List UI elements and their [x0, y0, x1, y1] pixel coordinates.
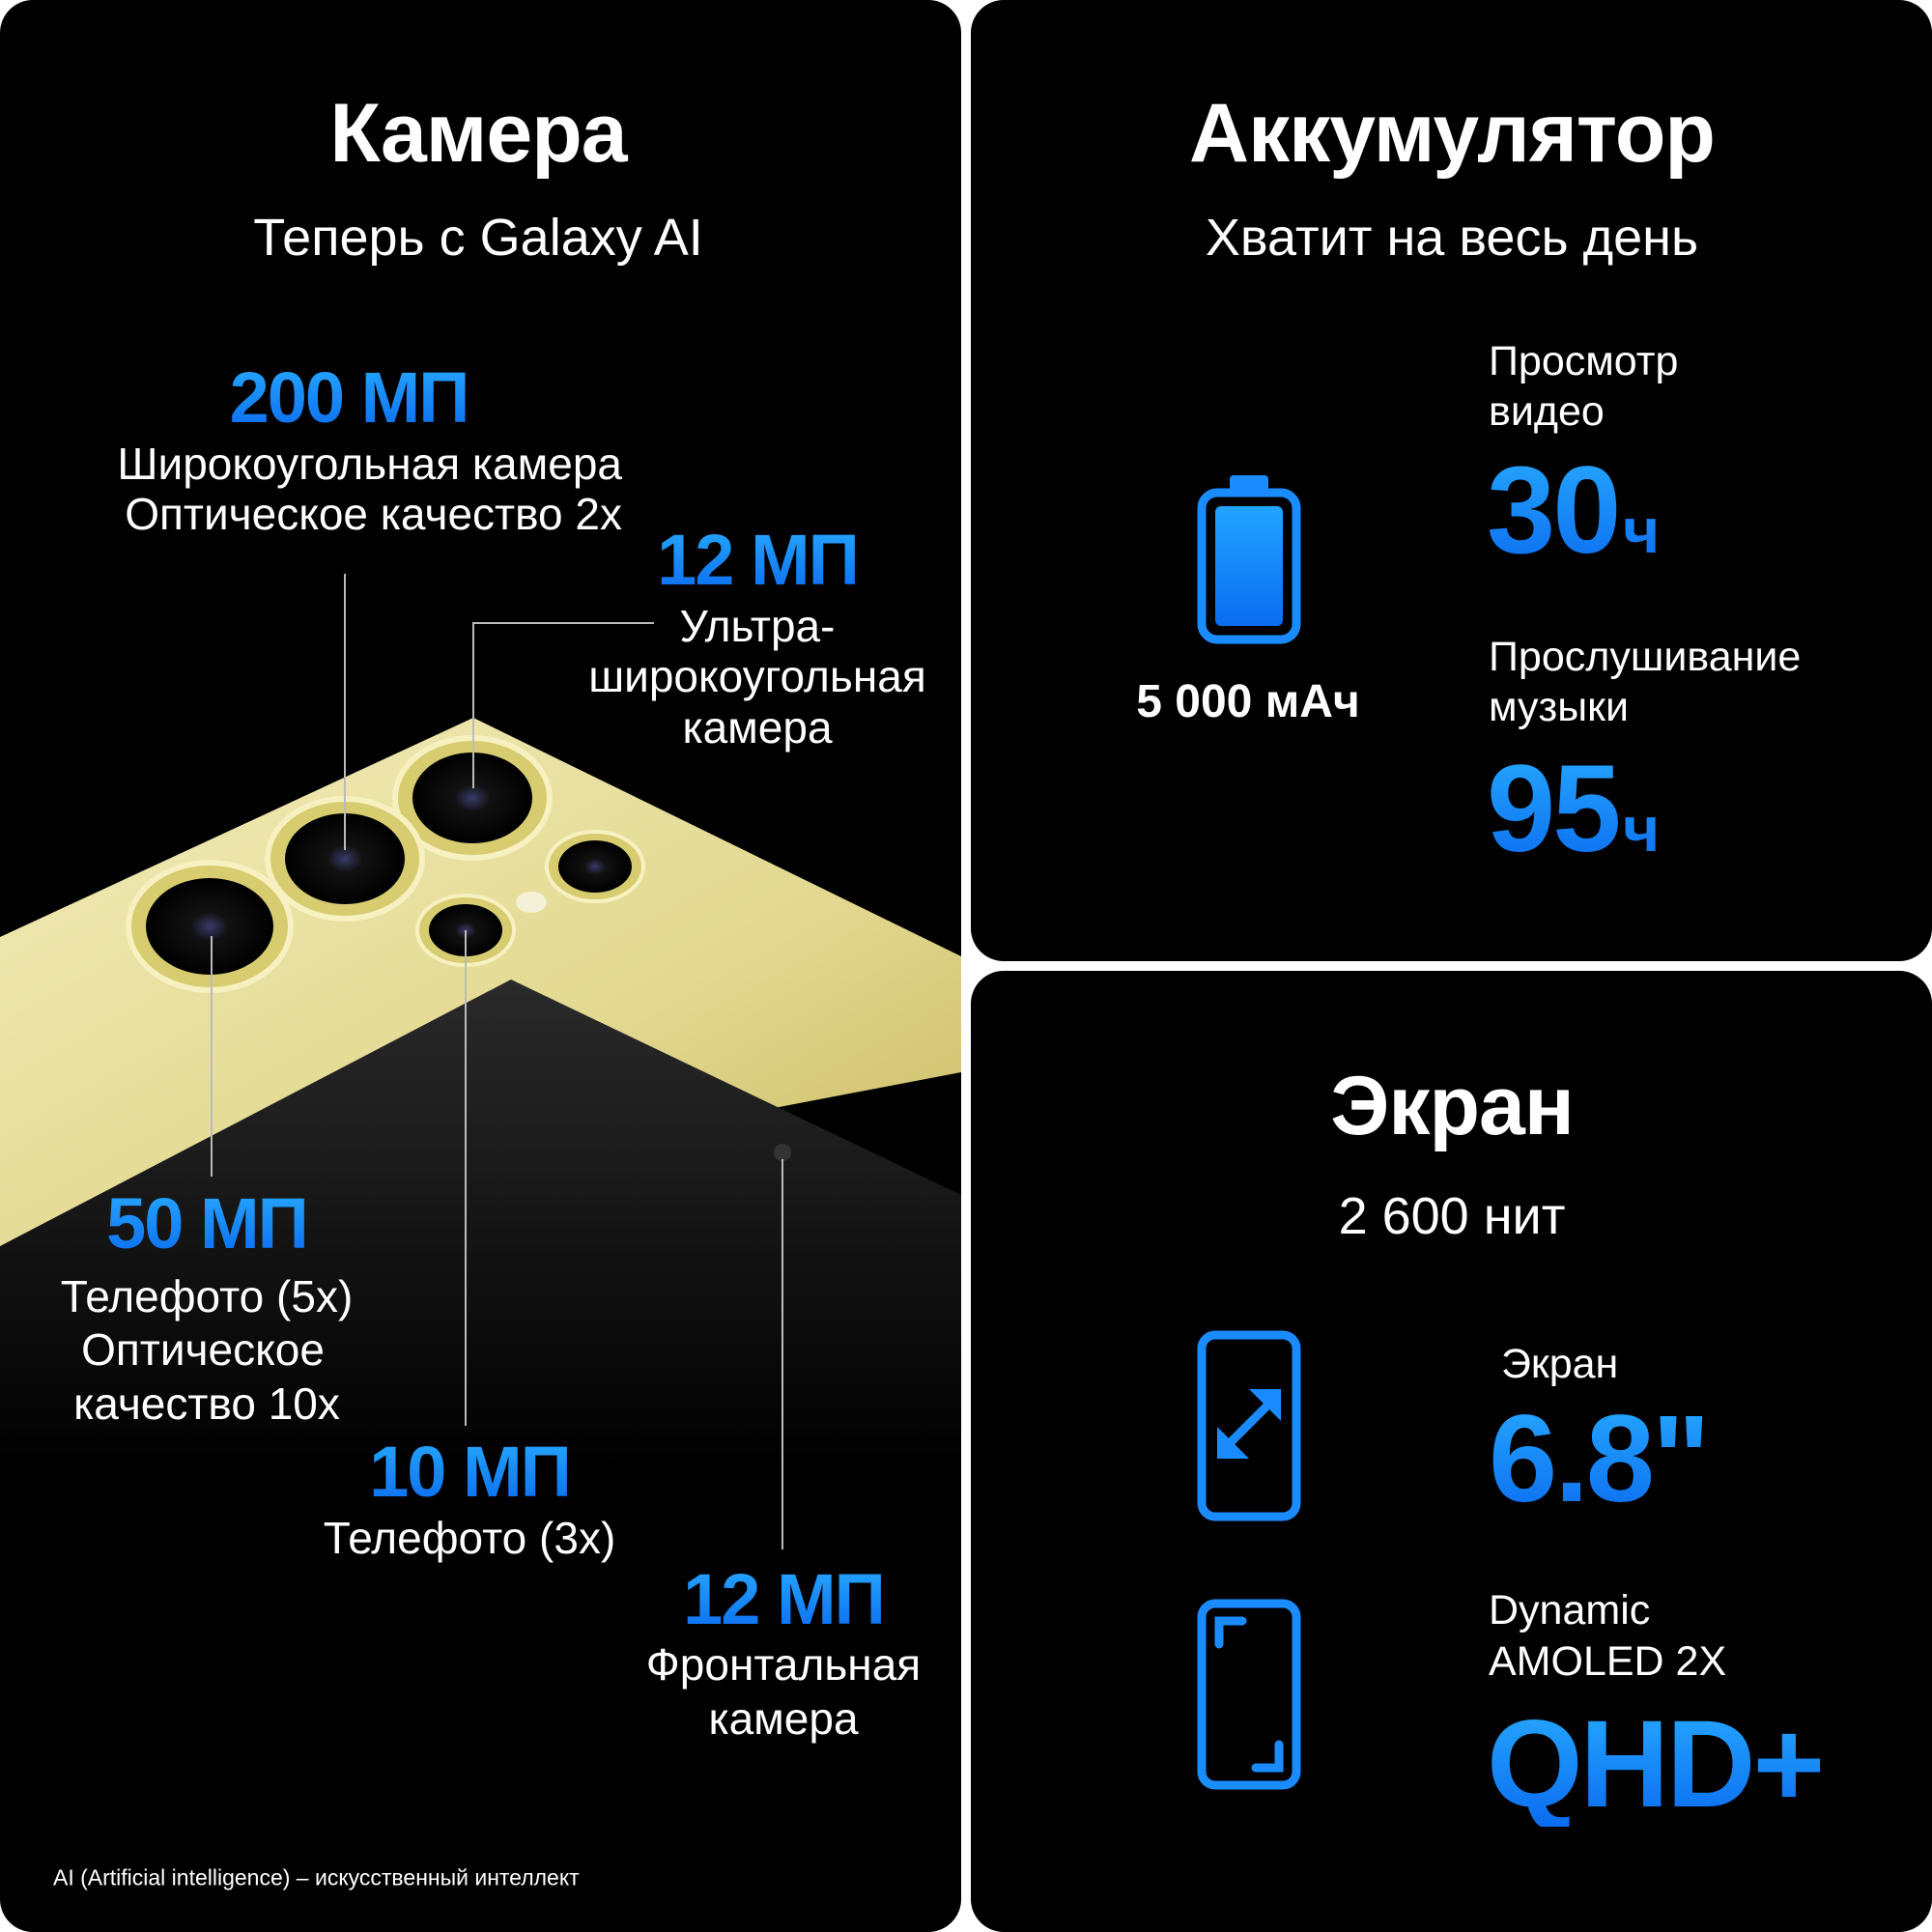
panel-type-label-2: AMOLED 2X — [1489, 1638, 1727, 1686]
tele5-desc-2: Оптическое — [81, 1323, 325, 1375]
battery-capacity: 5 000 мАч — [1136, 676, 1360, 727]
music-hours: 95 ч — [1487, 748, 1660, 871]
video-label-2: видео — [1489, 388, 1605, 436]
phone-image — [0, 718, 961, 1468]
battery-subtitle: Хватит на весь день — [1205, 209, 1699, 267]
panel-type-label-1: Dynamic — [1489, 1587, 1651, 1634]
main-camera-mp: 200 МП — [229, 357, 470, 438]
ultrawide-mp: 12 МП — [657, 520, 860, 600]
main-camera-desc-1: Широкоугольная камера — [117, 438, 622, 489]
display-title: Экран — [1330, 1060, 1575, 1152]
ultrawide-desc-3: камера — [682, 701, 833, 753]
phone-fullscreen-icon — [1197, 1599, 1301, 1790]
front-mp: 12 МП — [683, 1559, 886, 1639]
resolution-value: QHD+ — [1487, 1695, 1825, 1833]
tele3-desc-1: Телефото (3x) — [323, 1512, 616, 1563]
front-desc-1: Фронтальная — [645, 1638, 922, 1690]
camera-subtitle: Теперь с Galaxy AI — [253, 209, 703, 267]
pointer-line — [465, 930, 467, 1426]
battery-title: Аккумулятор — [1189, 87, 1716, 180]
tele5-desc-1: Телефото (5x) — [60, 1270, 354, 1321]
battery-panel: Аккумулятор Хватит на весь день 5 000 мА… — [971, 0, 1932, 961]
camera-title: Камера — [329, 87, 627, 180]
screen-size-label: Экран — [1501, 1341, 1619, 1388]
video-hours: 30 ч — [1487, 449, 1660, 573]
ultrawide-desc-2: широкоугольная — [588, 650, 926, 701]
video-value: 30 — [1487, 441, 1619, 580]
music-label-1: Прослушивание — [1489, 634, 1802, 681]
music-label-2: музыки — [1489, 684, 1629, 731]
pointer-line — [472, 622, 654, 624]
display-panel: Экран 2 600 нит Экран 6.8" Dynamic AMOLE… — [971, 971, 1932, 1932]
music-value: 95 — [1487, 740, 1619, 878]
phone-resize-icon — [1197, 1330, 1301, 1521]
tele5-desc-3: качество 10x — [73, 1378, 340, 1429]
pointer-line — [781, 1159, 783, 1549]
screen-size-value: 6.8" — [1489, 1390, 1711, 1528]
pointer-line — [472, 622, 474, 788]
display-subtitle: 2 600 нит — [1338, 1187, 1566, 1245]
tele3-mp: 10 МП — [369, 1432, 572, 1512]
phone-screen — [0, 980, 961, 1468]
video-unit: ч — [1622, 495, 1661, 566]
footnote: AI (Artificial intelligence) – искусстве… — [53, 1864, 580, 1890]
battery-icon — [1197, 475, 1301, 644]
music-unit: ч — [1622, 793, 1661, 865]
pointer-line — [211, 936, 213, 1177]
ultrawide-desc-1: Ультра- — [679, 600, 836, 651]
camera-panel: Камера Теперь с Galaxy AI 200 МП Широкоу… — [0, 0, 961, 1932]
tele5-mp: 50 МП — [106, 1183, 309, 1264]
main-camera-desc-2: Оптическое качество 2x — [125, 488, 622, 539]
pointer-line — [344, 574, 346, 850]
front-desc-2: камера — [708, 1692, 859, 1744]
video-label-1: Просмотр — [1489, 338, 1679, 385]
